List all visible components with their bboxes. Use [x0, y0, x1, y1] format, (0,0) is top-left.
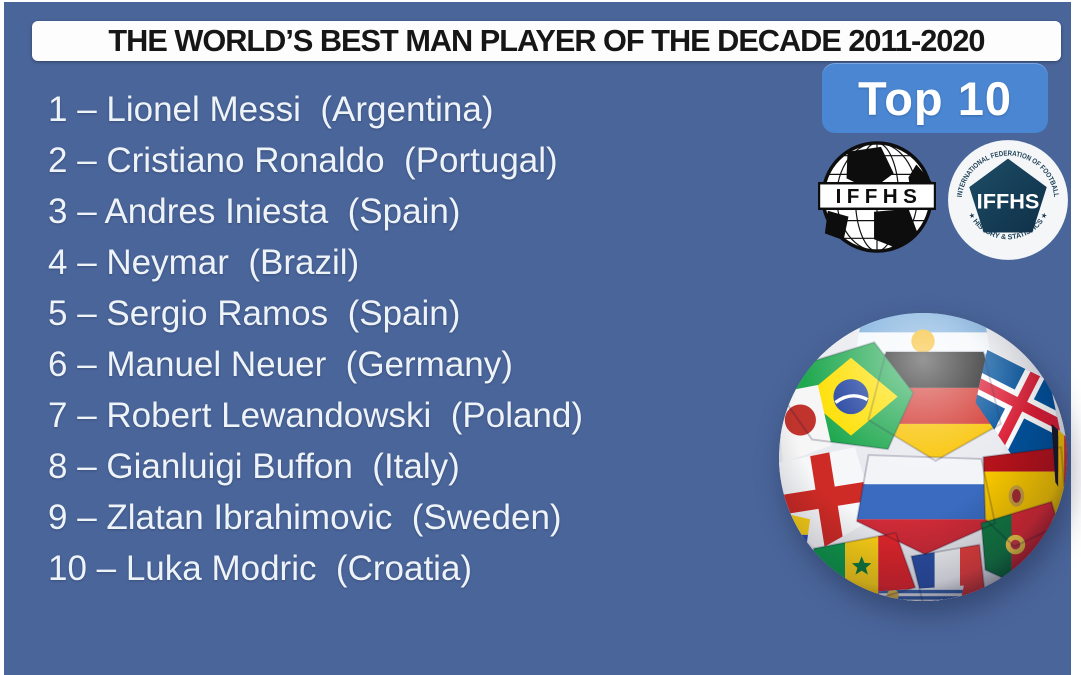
ranking-item-2: 2 – Cristiano Ronaldo (Portugal): [48, 141, 558, 180]
ranking-item-6: 6 – Manuel Neuer (Germany): [48, 345, 513, 384]
ranking-item-4: 4 – Neymar (Brazil): [48, 243, 360, 282]
ranking-item-1: 1 – Lionel Messi (Argentina): [48, 90, 494, 129]
federation-center-text: IFFHS: [977, 188, 1040, 213]
ranking-item-10: 10 – Luka Modric (Croatia): [48, 549, 473, 588]
page-title: THE WORLD’S BEST MAN PLAYER OF THE DECAD…: [108, 23, 985, 58]
ranking-list: 1 – Lionel Messi (Argentina) 2 – Cristian…: [48, 84, 583, 594]
ranking-item-7: 7 – Robert Lewandowski (Poland): [48, 396, 584, 435]
top10-badge: Top 10: [822, 63, 1048, 133]
ranking-item-8: 8 – Gianluigi Buffon (Italy): [48, 447, 460, 486]
poster-background: THE WORLD’S BEST MAN PLAYER OF THE DECAD…: [4, 2, 1071, 675]
title-bar: THE WORLD’S BEST MAN PLAYER OF THE DECAD…: [32, 21, 1061, 61]
globe-logo-text: IFFHS: [836, 185, 923, 208]
iffhs-federation-logo-icon: INTERNATIONAL FEDERATION OF FOOTBALL ★ H…: [948, 140, 1068, 260]
flags-football-icon: [778, 312, 1068, 602]
ranking-item-3: 3 – Andres Iniesta (Spain): [48, 192, 461, 231]
iffhs-globe-logo-icon: IFFHS: [818, 141, 936, 253]
ranking-item-9: 9 – Zlatan Ibrahimovic (Sweden): [48, 498, 562, 537]
ranking-item-5: 5 – Sergio Ramos (Spain): [48, 294, 461, 333]
top10-badge-label: Top 10: [858, 71, 1012, 125]
